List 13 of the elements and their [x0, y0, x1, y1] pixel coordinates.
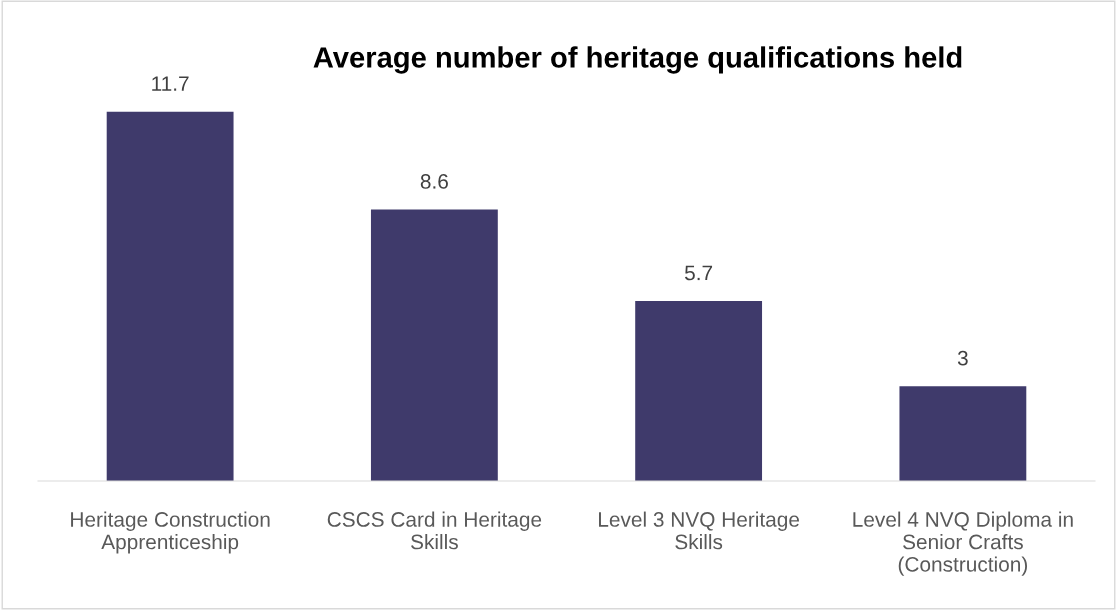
data-label: 11.7 — [152, 76, 189, 91]
data-label: 3 — [957, 350, 968, 366]
bar — [106, 111, 234, 481]
data-label: 5.7 — [684, 265, 713, 281]
x-tick-label: Level 4 NVQ Diploma in Senior Crafts (Construction) — [853, 511, 1073, 576]
bar — [370, 209, 498, 481]
chart-title: Average number of heritage qualifications held — [313, 46, 962, 74]
x-tick-label: CSCS Card in Heritage Skills — [327, 511, 542, 550]
bar — [899, 386, 1027, 481]
data-label: 8.6 — [420, 174, 448, 189]
bar — [635, 301, 763, 481]
x-tick-label: Heritage Construction Apprenticeship — [71, 511, 270, 554]
x-tick-label: Level 3 NVQ Heritage Skills — [599, 511, 800, 550]
